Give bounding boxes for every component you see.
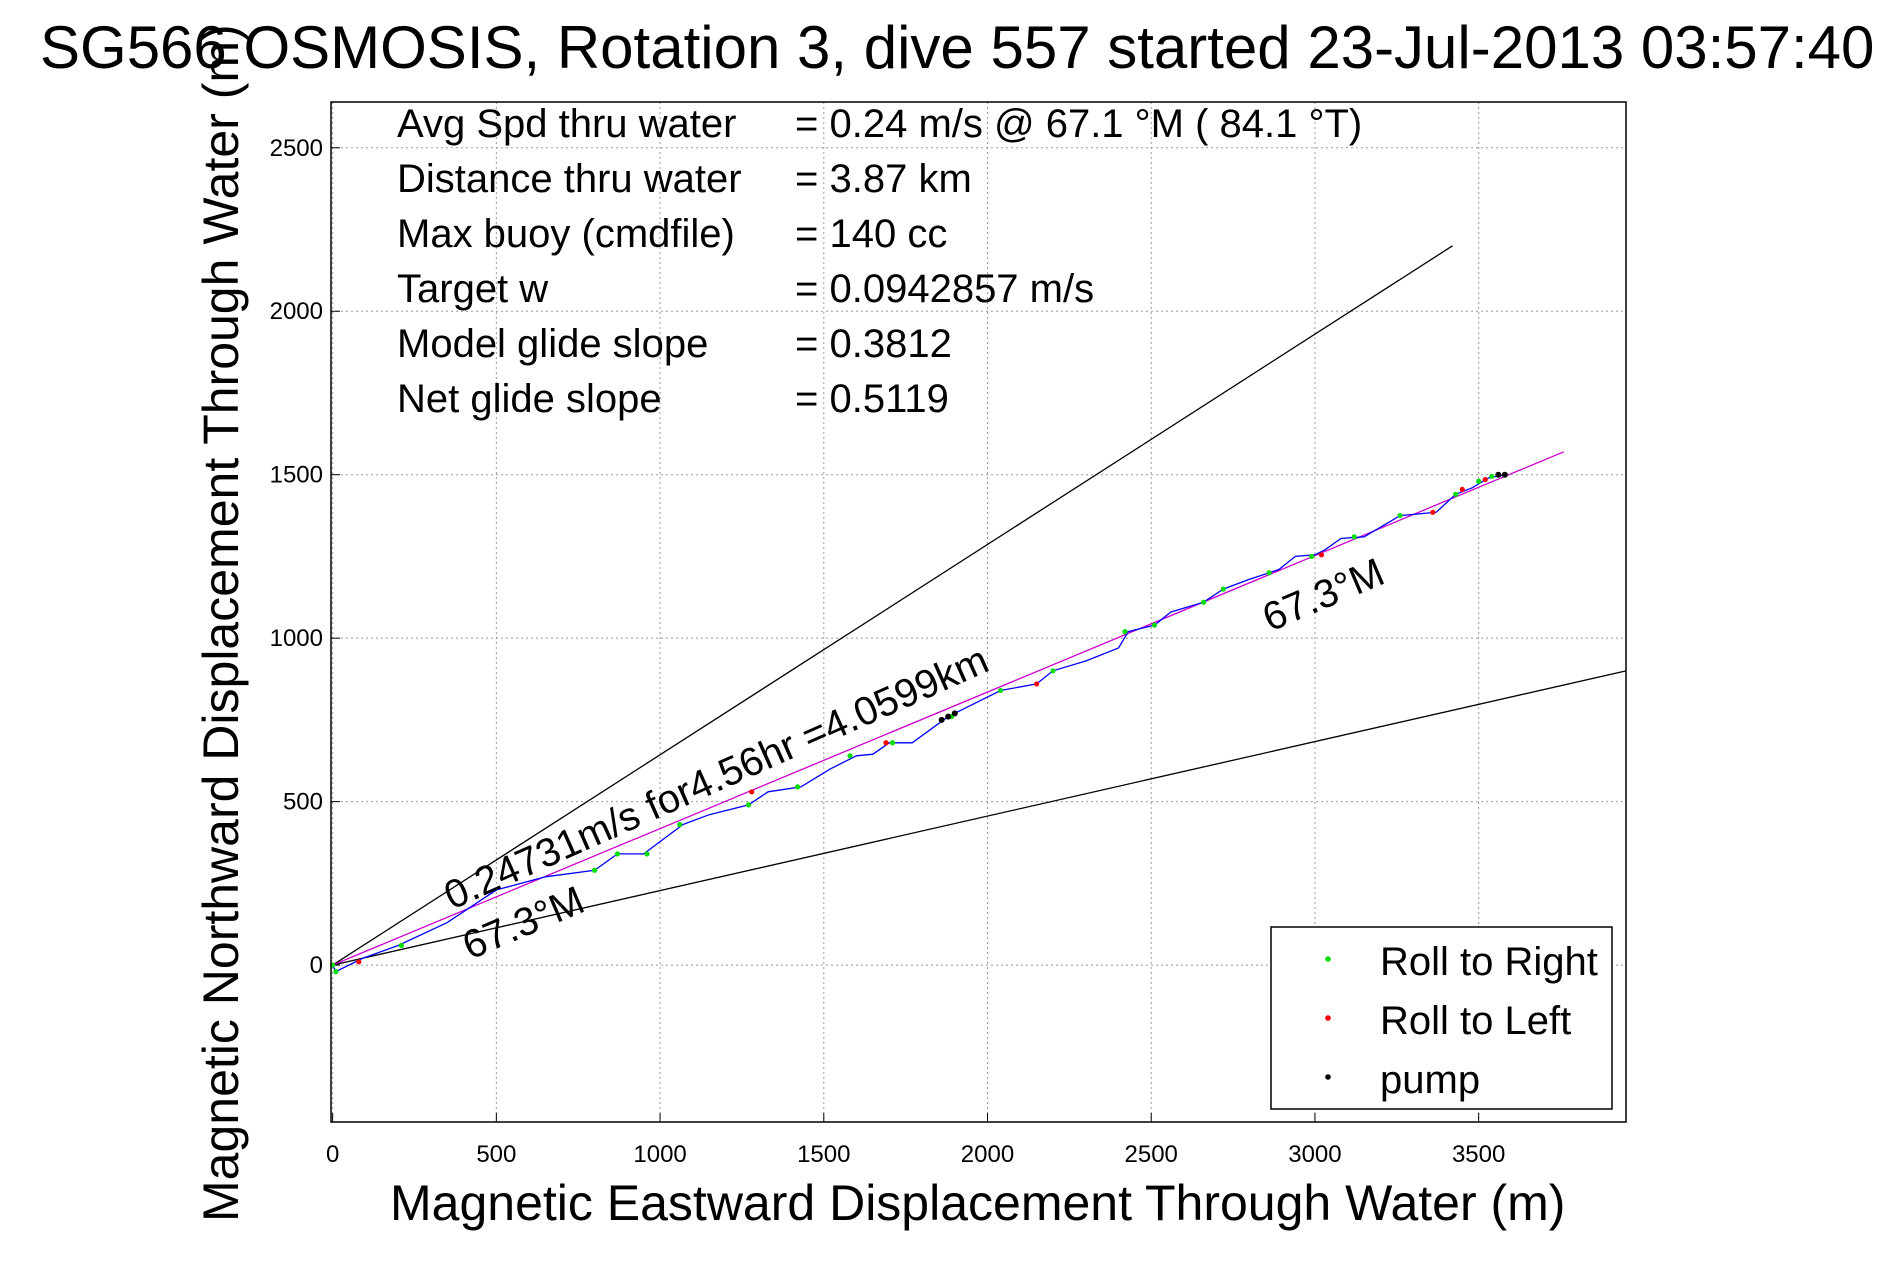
axis-ticks: 0 500 1000 1500 2000 2500 3000 3500 0 500 1000 1500…	[270, 135, 1506, 1168]
roll-left-point	[1430, 509, 1436, 515]
x-axis-label: Magnetic Eastward Displacement Through W…	[390, 1175, 1565, 1231]
legend-marker	[1325, 1015, 1331, 1021]
roll-right-point	[1453, 491, 1459, 497]
roll-right-point	[1220, 586, 1226, 592]
stat-value: = 0.3812	[795, 322, 952, 366]
pump-point	[951, 710, 958, 717]
x-tick-label: 500	[476, 1141, 516, 1168]
stat-label: Model glide slope	[397, 322, 708, 366]
x-tick-label: 0	[326, 1141, 339, 1168]
roll-left-point	[1459, 486, 1465, 493]
grid	[331, 102, 1626, 1122]
roll-right-point	[847, 753, 853, 759]
roll-right-point	[1266, 570, 1272, 576]
roll-right-point	[889, 740, 896, 746]
stat-label: Avg Spd thru water	[397, 102, 736, 146]
pump-point	[938, 716, 945, 723]
roll-right-point	[794, 784, 801, 790]
roll-left-point	[1034, 681, 1040, 687]
roll-left-point	[749, 789, 755, 795]
legend-marker	[1325, 956, 1331, 962]
roll-right-point	[745, 802, 752, 808]
x-tick-label: 1500	[797, 1141, 850, 1168]
roll-right-point	[1201, 599, 1207, 605]
roll-right-point	[1122, 629, 1128, 635]
roll-right-point	[614, 851, 621, 857]
x-tick-label: 1000	[633, 1141, 686, 1168]
stat-value: = 3.87 km	[795, 157, 972, 201]
roll-left-point	[1482, 476, 1488, 483]
stat-value: = 0.24 m/s @ 67.1 °M ( 84.1 °T)	[795, 102, 1362, 146]
series-points	[330, 471, 1508, 975]
x-tick-label: 2500	[1125, 1141, 1178, 1168]
stats-block: Avg Spd thru water = 0.24 m/s @ 67.1 °M (…	[397, 102, 1362, 421]
y-axis-label: Magnetic Northward Displacement Through …	[193, 24, 249, 1222]
roll-right-point	[1351, 534, 1357, 540]
roll-left-point	[1318, 552, 1325, 558]
roll-right-point	[1397, 512, 1403, 519]
y-tick-label: 2500	[270, 135, 323, 162]
stat-label: Net glide slope	[397, 377, 662, 421]
roll-right-point	[333, 969, 339, 975]
y-tick-label: 1000	[270, 625, 323, 652]
legend-label: Roll to Left	[1380, 999, 1571, 1043]
legend-label: Roll to Right	[1380, 940, 1598, 984]
speed-annotation: 0.24731m/s for4.56hr =4.0599km	[438, 638, 995, 918]
pump-point	[1501, 471, 1508, 478]
heading-annotation-far: 67.3°M	[1256, 550, 1390, 640]
legend-marker	[1325, 1074, 1331, 1080]
reference-line	[332, 670, 1627, 966]
roll-right-point	[1489, 473, 1495, 479]
roll-right-point	[1476, 478, 1482, 484]
stat-value: = 0.0942857 m/s	[795, 267, 1094, 311]
roll-left-point	[356, 959, 362, 965]
roll-right-point	[677, 821, 683, 828]
stat-value: = 140 cc	[795, 212, 947, 256]
y-tick-label: 1500	[270, 462, 323, 489]
chart-title: SG566 OSMOSIS, Rotation 3, dive 557 star…	[40, 14, 1874, 81]
roll-right-point	[1050, 668, 1056, 674]
roll-right-point	[398, 942, 404, 949]
roll-right-point	[591, 867, 598, 873]
x-tick-label: 3000	[1288, 1141, 1341, 1168]
y-tick-label: 2000	[270, 298, 323, 325]
roll-right-point	[998, 687, 1004, 694]
y-tick-label: 0	[310, 952, 323, 979]
roll-left-point	[883, 740, 889, 746]
pump-point	[945, 713, 952, 720]
legend-label: pump	[1380, 1058, 1480, 1102]
reference-line	[332, 245, 1453, 966]
roll-right-point	[644, 851, 650, 857]
legend: Roll to Right Roll to Left pump	[1270, 926, 1613, 1110]
y-tick-label: 500	[283, 789, 323, 816]
stat-value: = 0.5119	[795, 377, 949, 421]
stat-label: Target w	[397, 267, 548, 311]
x-tick-label: 3500	[1452, 1141, 1505, 1168]
plot-frame	[330, 101, 1627, 1123]
stat-label: Distance thru water	[397, 157, 742, 201]
roll-right-point	[1309, 553, 1315, 560]
pump-point	[1495, 471, 1502, 478]
x-tick-label: 2000	[961, 1141, 1014, 1168]
roll-right-point	[1151, 622, 1158, 628]
stat-label: Max buoy (cmdfile)	[397, 212, 735, 256]
